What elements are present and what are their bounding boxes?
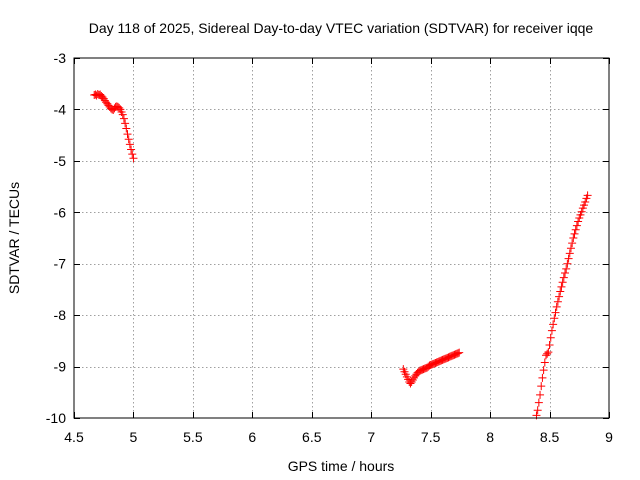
data-point (121, 119, 130, 128)
data-point (561, 268, 570, 277)
x-tick-label: 9 (605, 429, 613, 445)
data-points (90, 90, 592, 420)
data-point (550, 314, 559, 323)
y-axis-label: SDTVAR / TECUs (6, 182, 22, 294)
x-axis-label: GPS time / hours (288, 458, 395, 474)
data-point (558, 278, 567, 287)
data-point (119, 114, 128, 123)
data-point (553, 297, 562, 306)
data-point (127, 145, 136, 154)
x-tick-label: 8.5 (540, 429, 560, 445)
y-tick-label: -8 (54, 307, 67, 323)
data-point (125, 140, 134, 149)
y-tick-label: -4 (54, 101, 67, 117)
x-tick-label: 7 (367, 429, 375, 445)
data-point (454, 349, 463, 358)
data-point (455, 348, 464, 357)
data-point (123, 130, 132, 139)
data-point (544, 348, 553, 357)
y-tick-label: -5 (54, 153, 67, 169)
data-point (565, 249, 574, 258)
data-point (571, 225, 580, 234)
x-tick-label: 5 (130, 429, 138, 445)
data-point (557, 282, 566, 291)
data-point (128, 150, 137, 159)
data-point (559, 273, 568, 282)
data-point (564, 254, 573, 263)
data-point (539, 366, 548, 375)
data-point (572, 221, 581, 230)
data-point (118, 110, 127, 119)
data-point (408, 375, 417, 384)
y-tick-labels: -10 -9 -8 -7 -6 -5 -4 -3 (46, 50, 66, 426)
data-point (562, 264, 571, 273)
data-point (551, 308, 560, 317)
data-point (577, 207, 586, 216)
data-point (540, 358, 549, 367)
data-point (570, 229, 579, 238)
data-point (574, 217, 583, 226)
data-point (549, 320, 558, 329)
y-tick-label: -9 (54, 359, 67, 375)
data-point (566, 244, 575, 253)
data-point (115, 103, 124, 112)
data-point (547, 326, 556, 335)
data-point (569, 234, 578, 242)
data-point (556, 287, 565, 296)
data-point (534, 398, 543, 407)
data-point (581, 198, 590, 206)
data-point (543, 349, 552, 358)
chart-title: Day 118 of 2025, Sidereal Day-to-day VTE… (89, 20, 594, 36)
data-point (563, 259, 572, 268)
y-tick-label: -3 (54, 50, 67, 66)
data-point (546, 333, 555, 342)
data-point (568, 239, 577, 248)
grid-lines (74, 58, 609, 418)
y-tick-label: -6 (54, 204, 67, 220)
data-point (407, 378, 416, 386)
data-point (583, 191, 592, 200)
y-tick-label: -7 (54, 256, 67, 272)
plot-frame (73, 57, 610, 419)
data-point (122, 124, 131, 133)
data-point (129, 154, 138, 163)
data-point (555, 292, 564, 301)
data-point (124, 135, 133, 144)
x-tick-label: 8 (486, 429, 494, 445)
x-tick-label: 7.5 (421, 429, 441, 445)
y-tick-label: -10 (46, 410, 66, 426)
data-point (545, 340, 554, 349)
x-tick-label: 4.5 (64, 429, 84, 445)
x-tick-label: 6 (248, 429, 256, 445)
x-tick-label: 5.5 (183, 429, 203, 445)
x-tick-label: 6.5 (302, 429, 322, 445)
data-point (536, 390, 545, 399)
data-point (538, 373, 547, 382)
data-point (552, 302, 561, 311)
data-point (533, 406, 542, 415)
data-point (537, 382, 546, 391)
x-tick-labels: 4.5 5 5.5 6 6.5 7 7.5 8 8.5 9 (64, 429, 613, 445)
